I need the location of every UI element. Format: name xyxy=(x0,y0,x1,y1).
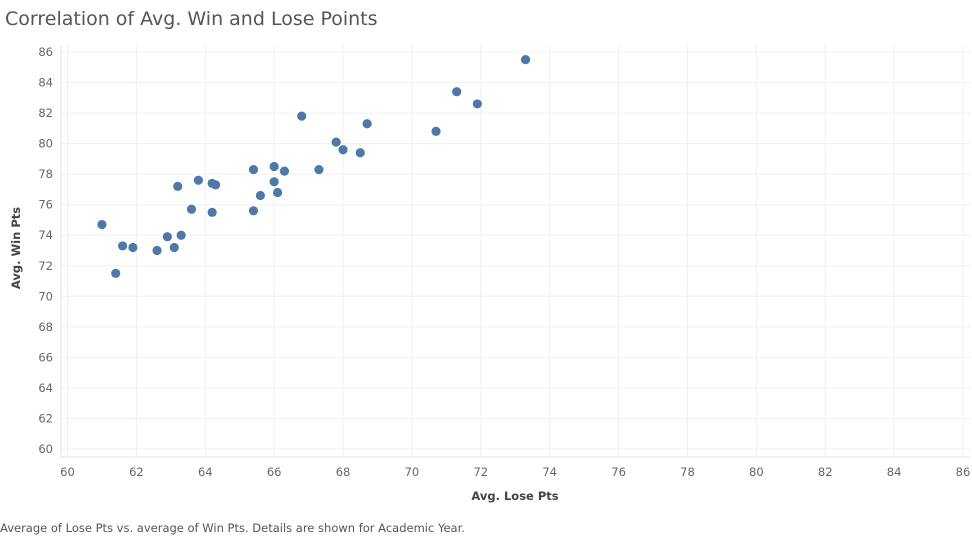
data-point[interactable] xyxy=(186,204,197,214)
y-tick-label: 76 xyxy=(38,198,53,212)
data-point[interactable] xyxy=(97,219,107,230)
data-point[interactable] xyxy=(297,111,307,121)
data-point[interactable] xyxy=(207,207,217,217)
y-tick-label: 78 xyxy=(38,167,53,181)
y-tick-label: 84 xyxy=(38,76,53,90)
x-tick-label: 74 xyxy=(542,465,557,479)
y-tick-label: 60 xyxy=(38,442,53,456)
x-tick-label: 84 xyxy=(887,465,902,479)
data-point[interactable] xyxy=(118,241,128,251)
data-point[interactable] xyxy=(152,245,162,256)
data-point[interactable] xyxy=(355,148,365,158)
y-tick-label: 74 xyxy=(38,228,53,242)
y-tick-label: 86 xyxy=(38,45,53,59)
data-point[interactable] xyxy=(452,87,462,97)
data-point[interactable] xyxy=(211,180,221,190)
data-point[interactable] xyxy=(520,55,531,65)
data-point[interactable] xyxy=(279,166,290,176)
data-point[interactable] xyxy=(255,190,265,201)
data-points xyxy=(97,55,531,279)
data-point[interactable] xyxy=(173,181,183,191)
data-point[interactable] xyxy=(162,232,172,242)
y-tick-label: 68 xyxy=(38,320,53,334)
data-point[interactable] xyxy=(193,175,203,185)
x-axis: 60 62 64 66 68 70 72 74 76 78 80 82 84 86 xyxy=(60,465,970,479)
x-tick-label: 86 xyxy=(956,465,971,479)
x-tick-label: 60 xyxy=(60,465,75,479)
y-tick-label: 82 xyxy=(38,106,53,120)
y-tick-label: 72 xyxy=(38,259,53,273)
x-tick-label: 70 xyxy=(405,465,420,479)
data-point[interactable] xyxy=(362,119,372,129)
y-tick-label: 64 xyxy=(38,381,53,395)
x-tick-label: 78 xyxy=(680,465,695,479)
data-point[interactable] xyxy=(272,187,283,198)
y-tick-label: 70 xyxy=(38,289,53,303)
data-point[interactable] xyxy=(248,164,259,175)
data-point[interactable] xyxy=(338,145,348,155)
x-axis-label: Avg. Lose Pts xyxy=(471,489,558,503)
grid xyxy=(60,45,970,458)
data-point[interactable] xyxy=(472,99,482,109)
data-point[interactable] xyxy=(331,137,341,147)
x-tick-label: 64 xyxy=(198,465,213,479)
data-point[interactable] xyxy=(111,268,121,279)
x-tick-label: 66 xyxy=(267,465,282,479)
data-point[interactable] xyxy=(269,177,279,187)
y-tick-label: 80 xyxy=(38,137,53,151)
y-axis: 60 62 64 66 68 70 72 74 76 78 80 82 84 86 xyxy=(38,45,53,456)
x-tick-label: 62 xyxy=(129,465,144,479)
data-point[interactable] xyxy=(269,161,279,172)
x-tick-label: 68 xyxy=(336,465,351,479)
data-point[interactable] xyxy=(128,242,138,253)
y-axis-label: Avg. Win Pts xyxy=(9,207,23,289)
data-point[interactable] xyxy=(314,164,324,175)
data-point[interactable] xyxy=(248,206,259,216)
x-tick-label: 82 xyxy=(818,465,833,479)
data-point[interactable] xyxy=(176,230,186,240)
x-tick-label: 80 xyxy=(749,465,764,479)
data-point[interactable] xyxy=(169,242,179,253)
y-tick-label: 66 xyxy=(38,350,53,364)
y-tick-label: 62 xyxy=(38,411,53,425)
chart-caption: Average of Lose Pts vs. average of Win P… xyxy=(0,521,465,535)
data-point[interactable] xyxy=(431,126,441,136)
chart-title: Correlation of Avg. Win and Lose Points xyxy=(5,8,378,30)
x-tick-label: 76 xyxy=(611,465,626,479)
x-tick-label: 72 xyxy=(473,465,488,479)
